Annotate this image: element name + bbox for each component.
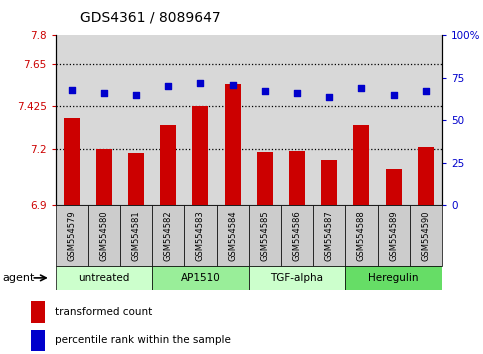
FancyBboxPatch shape <box>345 266 442 290</box>
Text: GSM554582: GSM554582 <box>164 210 173 261</box>
Text: untreated: untreated <box>78 273 129 283</box>
Point <box>164 84 172 89</box>
Bar <box>321 160 337 205</box>
Text: GSM554583: GSM554583 <box>196 210 205 261</box>
Text: Heregulin: Heregulin <box>369 273 419 283</box>
Text: agent: agent <box>2 273 35 283</box>
Text: GSM554587: GSM554587 <box>325 210 334 261</box>
Text: GDS4361 / 8089647: GDS4361 / 8089647 <box>80 11 220 25</box>
Text: GSM554586: GSM554586 <box>293 210 301 261</box>
FancyBboxPatch shape <box>313 205 345 266</box>
FancyBboxPatch shape <box>378 205 410 266</box>
Bar <box>354 125 369 205</box>
Bar <box>128 153 144 205</box>
Text: GSM554589: GSM554589 <box>389 210 398 261</box>
FancyBboxPatch shape <box>410 205 442 266</box>
FancyBboxPatch shape <box>152 266 249 290</box>
FancyBboxPatch shape <box>152 205 185 266</box>
Text: transformed count: transformed count <box>55 307 152 317</box>
Text: GSM554579: GSM554579 <box>67 210 76 261</box>
Point <box>261 88 269 94</box>
Point <box>229 82 237 87</box>
Bar <box>160 125 176 205</box>
Text: GSM554581: GSM554581 <box>131 210 141 261</box>
FancyBboxPatch shape <box>249 266 345 290</box>
Point <box>100 90 108 96</box>
Text: AP1510: AP1510 <box>181 273 220 283</box>
Point <box>197 80 204 86</box>
FancyBboxPatch shape <box>88 205 120 266</box>
FancyBboxPatch shape <box>345 205 378 266</box>
Text: percentile rank within the sample: percentile rank within the sample <box>55 335 231 346</box>
Bar <box>96 149 112 205</box>
Bar <box>257 153 273 205</box>
Bar <box>64 119 80 205</box>
Point <box>390 92 398 98</box>
Point <box>357 85 365 91</box>
Point <box>132 92 140 98</box>
Bar <box>225 85 241 205</box>
FancyBboxPatch shape <box>249 205 281 266</box>
FancyBboxPatch shape <box>185 205 216 266</box>
FancyBboxPatch shape <box>56 266 152 290</box>
Text: GSM554580: GSM554580 <box>99 210 108 261</box>
Point <box>326 94 333 99</box>
FancyBboxPatch shape <box>216 205 249 266</box>
Point <box>293 90 301 96</box>
Text: GSM554590: GSM554590 <box>421 210 430 261</box>
Point <box>68 87 75 93</box>
Bar <box>192 106 209 205</box>
FancyBboxPatch shape <box>56 205 88 266</box>
Bar <box>31 330 45 351</box>
FancyBboxPatch shape <box>281 205 313 266</box>
Bar <box>289 150 305 205</box>
Text: GSM554584: GSM554584 <box>228 210 237 261</box>
Bar <box>385 170 402 205</box>
Text: TGF-alpha: TGF-alpha <box>270 273 324 283</box>
Text: GSM554585: GSM554585 <box>260 210 270 261</box>
Text: GSM554588: GSM554588 <box>357 210 366 261</box>
Bar <box>31 301 45 323</box>
Point <box>422 88 430 94</box>
Bar <box>418 147 434 205</box>
FancyBboxPatch shape <box>120 205 152 266</box>
